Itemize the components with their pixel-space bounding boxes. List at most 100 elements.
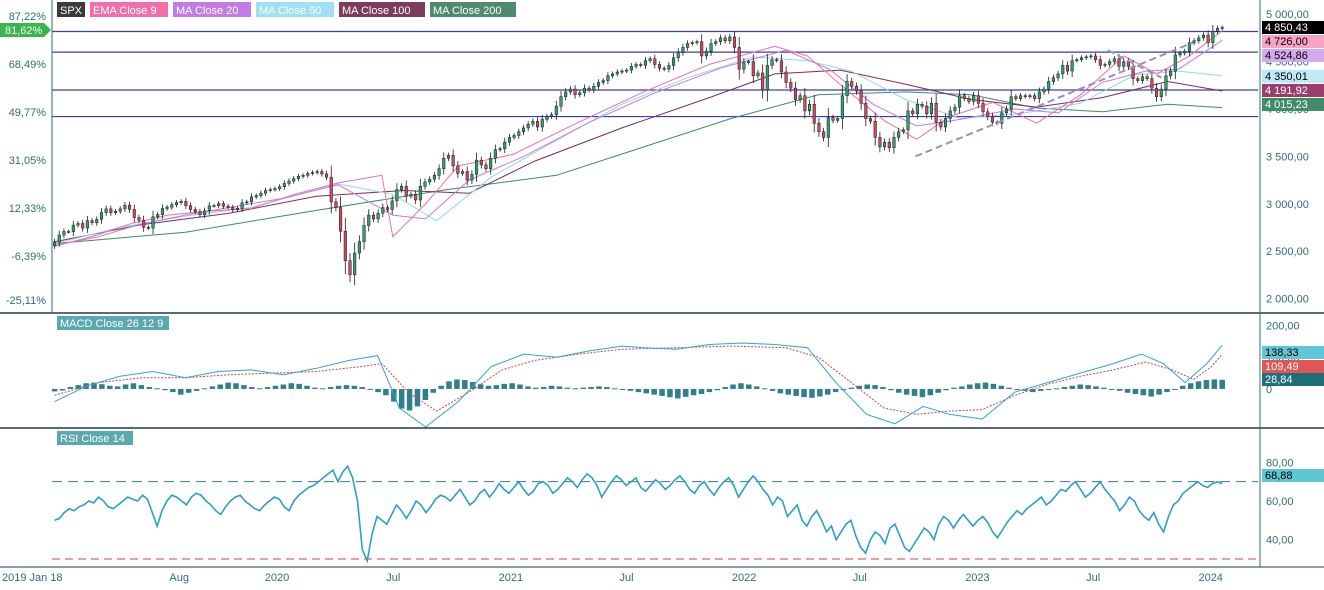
candle[interactable] [339, 196, 343, 243]
candle[interactable] [254, 193, 258, 200]
trendline[interactable] [915, 41, 1194, 158]
candle[interactable] [1183, 48, 1187, 56]
candle[interactable] [376, 209, 380, 223]
candle[interactable] [85, 215, 89, 233]
candle[interactable] [325, 170, 329, 181]
candle[interactable] [1112, 55, 1116, 65]
candle[interactable] [676, 48, 680, 62]
candle[interactable] [489, 152, 493, 175]
candle[interactable] [81, 219, 85, 232]
candle[interactable] [850, 77, 854, 90]
candle[interactable] [310, 170, 315, 176]
candle[interactable] [657, 61, 662, 72]
candle[interactable] [559, 91, 563, 112]
candle[interactable] [57, 230, 61, 247]
candle[interactable] [189, 202, 193, 213]
candle[interactable] [249, 193, 254, 206]
candle[interactable] [362, 217, 366, 250]
candle[interactable] [306, 170, 310, 178]
candle[interactable] [981, 98, 985, 117]
candle[interactable] [226, 204, 230, 210]
candle[interactable] [109, 205, 113, 216]
candle[interactable] [493, 144, 497, 164]
candle[interactable] [615, 69, 619, 77]
candle[interactable] [367, 209, 371, 232]
candle[interactable] [836, 115, 840, 123]
candle[interactable] [259, 190, 263, 199]
candle[interactable] [596, 79, 601, 90]
candle[interactable] [517, 128, 521, 139]
candle[interactable] [320, 168, 324, 177]
candle[interactable] [568, 86, 572, 95]
candle[interactable] [831, 114, 835, 124]
candle[interactable] [451, 149, 455, 172]
candle[interactable] [231, 204, 235, 213]
candle[interactable] [944, 113, 948, 133]
candle[interactable] [737, 36, 741, 80]
candle[interactable] [278, 184, 282, 192]
candle[interactable] [1164, 68, 1168, 97]
candle[interactable] [883, 138, 887, 151]
candle[interactable] [803, 87, 807, 119]
candle[interactable] [1094, 52, 1098, 63]
candle[interactable] [962, 92, 966, 102]
candle[interactable] [460, 169, 465, 176]
trendline[interactable] [1107, 49, 1162, 79]
candle[interactable] [986, 108, 990, 121]
candle[interactable] [578, 90, 582, 98]
candle[interactable] [132, 204, 136, 223]
candle[interactable] [648, 56, 652, 64]
candle[interactable] [1028, 93, 1032, 99]
candle[interactable] [1009, 90, 1013, 116]
candle[interactable] [1155, 83, 1159, 102]
candle[interactable] [128, 201, 132, 213]
candle[interactable] [357, 235, 361, 260]
candle[interactable] [67, 229, 71, 234]
candle[interactable] [212, 203, 216, 208]
candle[interactable] [71, 220, 75, 236]
candle[interactable] [170, 202, 174, 210]
candle[interactable] [939, 118, 943, 131]
candle[interactable] [770, 55, 774, 70]
candle[interactable] [296, 173, 300, 182]
candle[interactable] [404, 180, 408, 202]
candle[interactable] [151, 210, 155, 235]
candle[interactable] [601, 78, 605, 85]
candle[interactable] [1023, 93, 1027, 99]
candle[interactable] [606, 72, 610, 85]
candle[interactable] [536, 117, 540, 131]
candle[interactable] [301, 173, 305, 179]
candle[interactable] [165, 204, 169, 211]
candle[interactable] [728, 33, 732, 44]
candle[interactable] [611, 71, 615, 79]
candle[interactable] [620, 68, 624, 75]
candle[interactable] [1000, 106, 1004, 130]
candle[interactable] [709, 38, 713, 56]
candle[interactable] [723, 35, 727, 44]
candle[interactable] [268, 187, 272, 193]
candle[interactable] [681, 43, 685, 56]
candle[interactable] [353, 242, 357, 286]
candle[interactable] [465, 166, 469, 186]
candle[interactable] [540, 114, 544, 132]
candle[interactable] [282, 180, 286, 190]
candle[interactable] [371, 211, 375, 223]
candle[interactable] [751, 54, 755, 84]
candle[interactable] [1042, 86, 1046, 95]
candle[interactable] [113, 208, 118, 215]
candle[interactable] [526, 120, 530, 132]
candle[interactable] [1173, 46, 1177, 80]
candle[interactable] [765, 53, 769, 102]
candle[interactable] [742, 58, 746, 74]
candle[interactable] [1192, 38, 1196, 46]
candle[interactable] [592, 83, 596, 94]
candle[interactable] [915, 98, 919, 120]
candle[interactable] [934, 94, 938, 132]
candle[interactable] [99, 208, 103, 224]
candle[interactable] [381, 203, 385, 218]
candle[interactable] [287, 178, 291, 187]
candle[interactable] [545, 113, 549, 123]
candle[interactable] [1019, 92, 1023, 102]
